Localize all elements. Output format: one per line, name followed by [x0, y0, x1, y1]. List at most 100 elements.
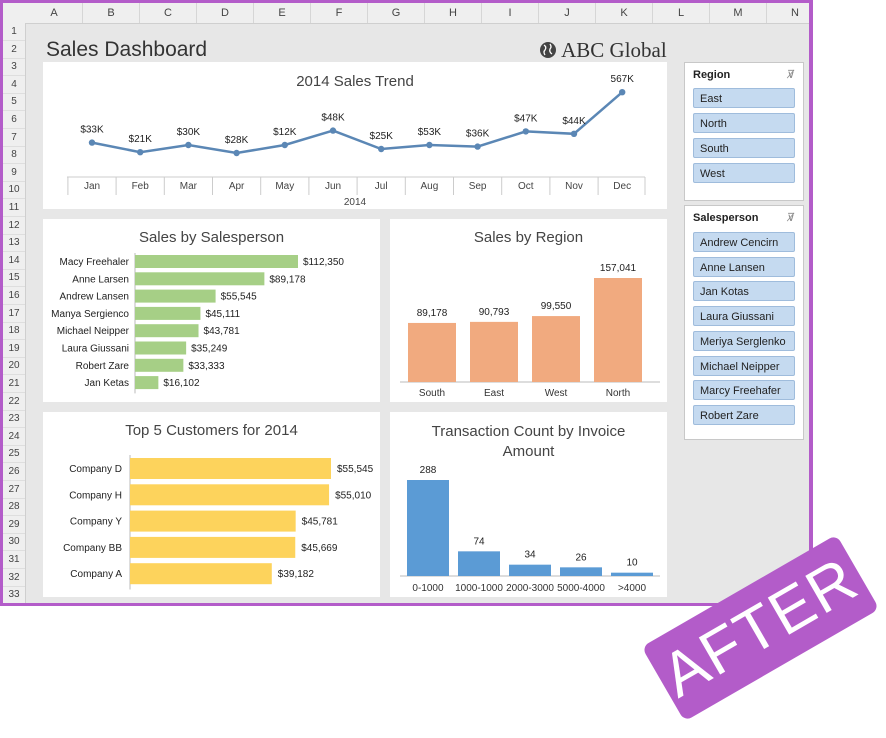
- column-header[interactable]: I: [482, 3, 539, 23]
- region-slicer-item[interactable]: South: [693, 138, 795, 158]
- region-bar: [594, 278, 642, 382]
- column-header[interactable]: N: [767, 3, 813, 23]
- globe-icon: [539, 41, 557, 59]
- transaction-category-label: 1000-1000: [455, 583, 503, 594]
- salesperson-slicer-item[interactable]: Andrew Cencirn: [693, 232, 795, 252]
- transaction-data-label: 26: [575, 552, 587, 563]
- row-header[interactable]: 2: [3, 41, 25, 59]
- sales-trend-point: [185, 142, 191, 148]
- salesperson-slicer-item[interactable]: Jan Kotas: [693, 281, 795, 301]
- row-header[interactable]: 23: [3, 410, 25, 428]
- row-header[interactable]: 18: [3, 322, 25, 340]
- salesperson-category-label: Andrew Lansen: [60, 292, 130, 303]
- sales-trend-chart: $33KJan$21KFeb$30KMar$28KApr$12KMay$48KJ…: [43, 62, 667, 209]
- row-header[interactable]: 27: [3, 481, 25, 499]
- sales-trend-point: [523, 128, 529, 134]
- dashboard-title: Sales Dashboard: [46, 38, 207, 62]
- region-slicer-item[interactable]: North: [693, 113, 795, 133]
- row-header[interactable]: 29: [3, 516, 25, 534]
- sales-trend-point: [378, 146, 384, 152]
- region-data-label: 99,550: [541, 301, 572, 312]
- salesperson-slicer-item[interactable]: Michael Neipper: [693, 356, 795, 376]
- region-data-label: 89,178: [417, 308, 448, 319]
- salesperson-slicer-item[interactable]: Marcy Freehafer: [693, 380, 795, 400]
- transaction-category-label: 5000-4000: [557, 583, 605, 594]
- row-header[interactable]: 20: [3, 357, 25, 375]
- transaction-category-label: 2000-3000: [506, 583, 554, 594]
- customer-data-label: $39,182: [278, 569, 315, 580]
- column-header[interactable]: K: [596, 3, 653, 23]
- row-header[interactable]: 5: [3, 93, 25, 111]
- row-header[interactable]: 10: [3, 181, 25, 199]
- column-header[interactable]: H: [425, 3, 482, 23]
- row-header[interactable]: 13: [3, 234, 25, 252]
- row-header[interactable]: 12: [3, 217, 25, 235]
- row-header[interactable]: 22: [3, 393, 25, 411]
- region-slicer-item[interactable]: East: [693, 88, 795, 108]
- region-slicer-item[interactable]: West: [693, 163, 795, 183]
- row-header[interactable]: 32: [3, 569, 25, 587]
- column-header[interactable]: L: [653, 3, 710, 23]
- salesperson-category-label: Laura Giussani: [62, 344, 129, 355]
- row-header[interactable]: 33: [3, 586, 25, 604]
- row-header[interactable]: 4: [3, 76, 25, 94]
- row-headers: 1 2 3 4 5 6 7 8 9 10 11 12 13 14 15 16 17 18 19 20 21 22 23 24 2…: [3, 23, 26, 603]
- row-header[interactable]: 14: [3, 252, 25, 270]
- column-header[interactable]: E: [254, 3, 311, 23]
- column-header[interactable]: D: [197, 3, 254, 23]
- customer-category-label: Company A: [70, 569, 122, 580]
- column-header[interactable]: M: [710, 3, 767, 23]
- sales-trend-point: [233, 150, 239, 156]
- sales-trend-x-tick: Feb: [132, 181, 150, 192]
- sales-trend-x-tick: Jun: [325, 181, 341, 192]
- clear-filter-icon[interactable]: ⊽̸: [787, 68, 795, 81]
- dashboard-sheet: Sales Dashboard ABC Global 2014 Sales Tr…: [26, 24, 809, 604]
- salesperson-bar: [135, 255, 298, 268]
- sales-trend-data-label: $53K: [418, 127, 442, 138]
- transaction-category-label: 0-1000: [412, 583, 444, 594]
- row-header[interactable]: 24: [3, 428, 25, 446]
- clear-filter-icon[interactable]: ⊽̸: [787, 211, 795, 224]
- sales-trend-data-label: $25K: [370, 131, 394, 142]
- row-header[interactable]: 25: [3, 445, 25, 463]
- row-header[interactable]: 15: [3, 269, 25, 287]
- customer-category-label: Company BB: [63, 543, 122, 554]
- row-header[interactable]: 9: [3, 164, 25, 182]
- row-header[interactable]: 19: [3, 340, 25, 358]
- salesperson-data-label: $35,249: [191, 344, 228, 355]
- row-header[interactable]: 31: [3, 551, 25, 569]
- row-header[interactable]: 1: [3, 23, 25, 41]
- region-slicer: Region ⊽̸ East North South West: [684, 62, 804, 201]
- sales-trend-x-tick: Aug: [421, 181, 439, 192]
- row-header[interactable]: 7: [3, 129, 25, 147]
- column-header[interactable]: A: [26, 3, 83, 23]
- salesperson-slicer-item[interactable]: Anne Lansen: [693, 257, 795, 277]
- customer-data-label: $55,545: [337, 464, 374, 475]
- customer-data-label: $55,010: [335, 490, 372, 501]
- row-header[interactable]: 30: [3, 533, 25, 551]
- salesperson-slicer-item[interactable]: Meriya Serglenko: [693, 331, 795, 351]
- salesperson-data-label: $55,545: [221, 292, 258, 303]
- salesperson-slicer-item[interactable]: Robert Zare: [693, 405, 795, 425]
- row-header[interactable]: 17: [3, 305, 25, 323]
- transaction-bar: [509, 565, 551, 576]
- row-header[interactable]: 26: [3, 463, 25, 481]
- row-header[interactable]: 21: [3, 375, 25, 393]
- row-header[interactable]: 3: [3, 58, 25, 76]
- salesperson-data-label: $112,350: [303, 257, 344, 268]
- transaction-bar: [560, 567, 602, 576]
- row-header[interactable]: 8: [3, 146, 25, 164]
- row-header[interactable]: 11: [3, 199, 25, 217]
- sales-trend-data-label: $47K: [514, 113, 538, 124]
- region-panel: Sales by Region 89,178 South 90,793 East 99,…: [390, 219, 667, 402]
- row-header[interactable]: 16: [3, 287, 25, 305]
- column-header[interactable]: G: [368, 3, 425, 23]
- row-header[interactable]: 6: [3, 111, 25, 129]
- column-header[interactable]: B: [83, 3, 140, 23]
- salesperson-slicer-item[interactable]: Laura Giussani: [693, 306, 795, 326]
- column-header[interactable]: J: [539, 3, 596, 23]
- column-header[interactable]: C: [140, 3, 197, 23]
- region-bar: [470, 322, 518, 382]
- row-header[interactable]: 28: [3, 498, 25, 516]
- column-header[interactable]: F: [311, 3, 368, 23]
